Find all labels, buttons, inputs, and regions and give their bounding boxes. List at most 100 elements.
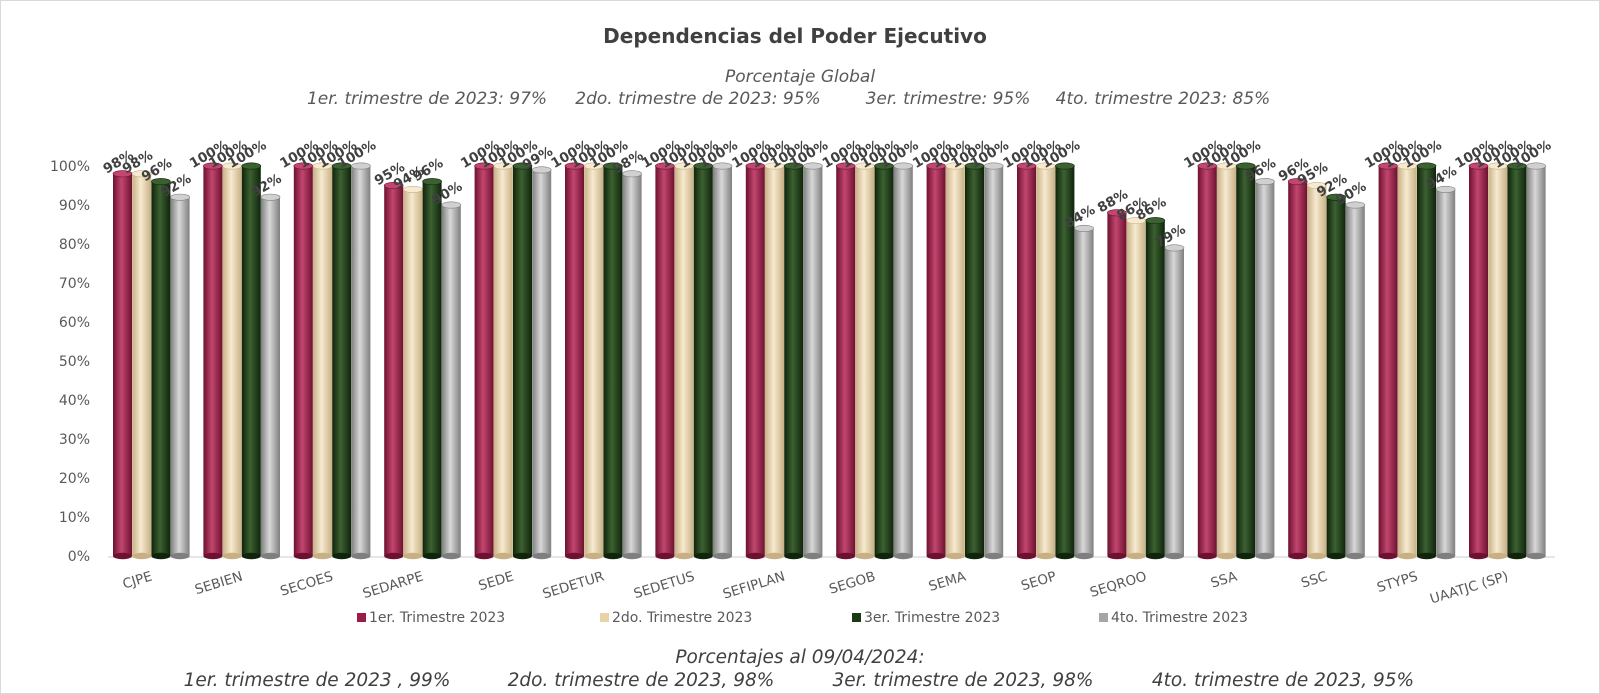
bar (983, 162, 1004, 560)
bar-base (1397, 552, 1417, 560)
bar-base (1036, 552, 1056, 560)
bar (1055, 162, 1075, 560)
bar-base (132, 552, 152, 560)
bar-base (384, 552, 404, 560)
bar-base (1436, 552, 1456, 560)
legend-swatch (357, 613, 366, 622)
bar-cap (1255, 178, 1275, 186)
category-label: SEDE (477, 569, 516, 595)
y-tick-label: 60% (59, 315, 90, 331)
bar (622, 170, 642, 560)
bar-base (1526, 552, 1546, 560)
bar (1074, 224, 1094, 560)
bar-body (1417, 166, 1436, 556)
bar-base (1488, 552, 1508, 560)
bar (835, 162, 856, 560)
global-q2: 2do. trimestre de 2023: 95% (575, 89, 820, 109)
bar-base (965, 552, 984, 560)
bar (745, 162, 766, 560)
bar-body (151, 181, 171, 556)
y-tick-label: 10% (59, 510, 90, 526)
category-labels-group: CJPE SEBIEN SECOES SEDARPE SEDE SEDETUR SEDETU… (121, 568, 1510, 607)
bar-cap (1145, 217, 1166, 225)
bar-cap (1435, 185, 1456, 193)
y-tick-label: 100% (50, 159, 90, 175)
bar-body (132, 173, 152, 557)
bar-base (203, 552, 223, 560)
category-label: UAATJC (SP) (1428, 569, 1510, 608)
y-tick-label: 50% (59, 354, 90, 370)
bar-cap (1326, 193, 1346, 201)
bar (131, 170, 152, 560)
bar-body (765, 166, 784, 556)
footer-q4: 4to. trimestre de 2023, 95% (1152, 670, 1414, 691)
bar-base (1217, 552, 1236, 560)
bar-base (403, 552, 423, 560)
bar-base (1378, 552, 1398, 560)
bar-base (565, 552, 584, 560)
bar-base (332, 552, 352, 560)
bar-cap (383, 182, 404, 190)
footer-q3: 3er. trimestre de 2023, 98% (833, 670, 1094, 691)
bar (512, 162, 533, 560)
bar (493, 162, 514, 560)
bar-cap (1164, 244, 1185, 252)
bar (351, 162, 371, 560)
bar-cap (1416, 162, 1437, 170)
bar-base (422, 552, 442, 560)
bar-cap (1307, 182, 1327, 190)
bar-base (1055, 552, 1075, 560)
bar (260, 193, 281, 560)
bar-body (1507, 166, 1527, 556)
category-label: CJPE (121, 569, 154, 593)
bar (803, 162, 823, 560)
bar-body (1378, 166, 1398, 556)
bar-body (1217, 166, 1236, 556)
bar-base (170, 552, 190, 560)
bar-body (945, 166, 965, 556)
bar-base (945, 552, 965, 560)
bar-cap (1526, 162, 1546, 170)
bar (1416, 162, 1437, 560)
y-tick-label: 20% (59, 471, 90, 487)
bar-base (351, 552, 371, 560)
legend: 1er. Trimestre 2023 2do. Trimestre 2023 3e… (357, 610, 1248, 626)
bar-body (241, 166, 261, 556)
bar (874, 162, 894, 560)
bar-body (403, 189, 423, 556)
bar (693, 162, 714, 560)
category-label: SEDETUS (632, 569, 697, 603)
bar-base (1017, 552, 1036, 560)
bar (222, 162, 242, 560)
bar-body (1017, 166, 1036, 556)
bar-base (261, 552, 280, 560)
category-label: SEDETUR (541, 569, 606, 603)
bar (1126, 217, 1146, 560)
bar (112, 170, 133, 560)
bar-cap (803, 162, 823, 170)
bar-body (493, 166, 513, 556)
chart-subtitle: Porcentaje Global (725, 67, 875, 87)
bar-base (1326, 552, 1346, 560)
bar (655, 162, 675, 560)
bar-body (222, 166, 242, 556)
bar (1397, 162, 1418, 560)
bar (893, 162, 914, 560)
bar-base (1165, 552, 1184, 560)
bar (441, 201, 462, 560)
bar-base (1236, 552, 1256, 560)
bar-body (693, 166, 713, 556)
category-label: SEGOB (827, 569, 877, 598)
bar-body (855, 166, 875, 556)
bar (674, 162, 694, 560)
legend-item: 2do. Trimestre 2023 (600, 610, 752, 626)
category-label: STYPS (1375, 569, 1420, 597)
bar-base (1074, 552, 1094, 560)
bar-base (784, 552, 804, 560)
bar-body (874, 166, 894, 556)
category-label: SEOP (1019, 569, 1058, 595)
bar-base (893, 552, 913, 560)
bar-series-group (108, 162, 1555, 560)
bar-base (151, 552, 171, 560)
